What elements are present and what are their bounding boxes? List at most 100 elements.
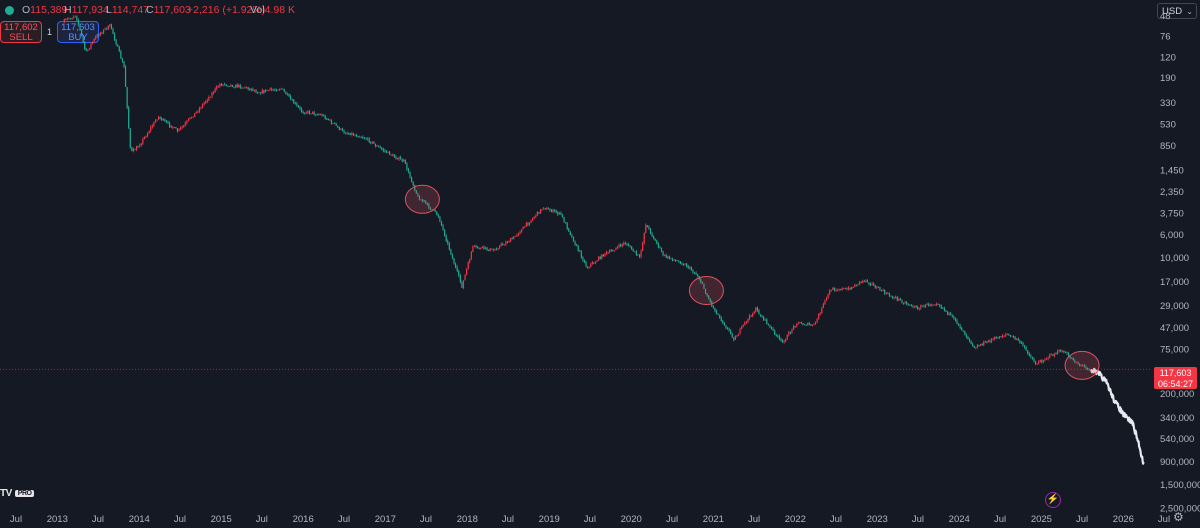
candle-body	[68, 18, 70, 20]
candle-body	[814, 322, 817, 325]
candle-body	[445, 235, 447, 241]
candle-body	[621, 244, 623, 247]
candle-body	[838, 289, 840, 291]
candle-body	[673, 259, 675, 261]
candle-body	[293, 99, 295, 104]
candle-body	[855, 284, 857, 286]
candle-body	[695, 272, 697, 275]
candle-body	[159, 117, 161, 119]
candle-body	[267, 90, 270, 92]
candle-body	[888, 293, 891, 296]
candle-body	[981, 344, 983, 346]
x-tick-label: Jul	[748, 514, 760, 525]
candle-body	[884, 290, 886, 294]
candle-body	[219, 84, 221, 87]
candle-body	[256, 91, 259, 93]
candle-body	[222, 84, 224, 86]
candle-body	[915, 306, 917, 308]
candle-body	[201, 104, 204, 108]
ohlc-low: L114,747	[106, 4, 150, 16]
candle-body	[590, 264, 592, 267]
y-tick-label: 17,000	[1160, 277, 1189, 288]
candle-body	[225, 85, 227, 86]
candle-body	[645, 225, 647, 234]
quantity-field[interactable]: 1	[47, 27, 53, 37]
candle-body	[678, 260, 680, 262]
candle-body	[519, 232, 521, 234]
candle-body	[261, 90, 263, 94]
candle-body	[359, 136, 361, 138]
candle-body	[466, 268, 468, 275]
candle-body	[808, 323, 810, 325]
candle-body	[868, 282, 870, 285]
candle-body	[607, 252, 609, 253]
candle-body	[93, 39, 95, 43]
candle-body	[756, 307, 758, 311]
candle-body	[1067, 353, 1070, 356]
candle-body	[599, 256, 601, 259]
flash-icon[interactable]: ⚡	[1045, 492, 1061, 508]
logo-text: TV	[0, 488, 12, 499]
currency-dropdown[interactable]: USD ⌄	[1157, 3, 1197, 19]
candle-body	[995, 337, 997, 339]
candle-body	[291, 98, 293, 100]
candle-body	[840, 289, 842, 291]
candle-body	[939, 304, 941, 306]
candle-body	[79, 24, 81, 31]
candle-body	[541, 209, 543, 211]
candle-body	[492, 249, 494, 250]
candle-body	[244, 87, 246, 89]
candle-body	[411, 177, 413, 183]
candle-body	[400, 157, 402, 159]
candle-body	[91, 42, 94, 45]
candle-body	[422, 199, 424, 202]
candle-body	[566, 223, 568, 229]
candle-body	[429, 208, 432, 210]
candle-body	[266, 90, 268, 91]
candle-body	[648, 226, 650, 229]
candle-body	[736, 335, 738, 337]
candle-body	[860, 282, 862, 284]
candle-body	[102, 29, 105, 34]
candle-body	[792, 326, 795, 330]
candle-body	[117, 44, 119, 47]
candle-body	[568, 228, 570, 232]
y-tick-label: 6,000	[1160, 230, 1184, 241]
candle-body	[546, 207, 548, 209]
buy-button[interactable]: 117,603 BUY	[57, 21, 99, 43]
candle-body	[890, 295, 892, 297]
candle-body	[596, 260, 598, 262]
candle-body	[959, 325, 961, 328]
candle-body	[271, 88, 273, 90]
candle-body	[469, 258, 471, 263]
candle-body	[514, 235, 516, 237]
candle-body	[294, 103, 296, 104]
candle-body	[150, 127, 152, 131]
candle-body	[851, 287, 853, 290]
candle-body	[709, 299, 711, 302]
pro-badge: PRO	[14, 489, 35, 497]
candle-body	[591, 262, 593, 265]
candle-body	[508, 241, 510, 243]
candle-body	[289, 95, 292, 99]
candle-body	[1038, 361, 1040, 364]
candle-body	[148, 130, 150, 133]
candle-body	[807, 323, 809, 326]
candle-body	[1071, 357, 1073, 359]
candle-body	[389, 151, 391, 155]
tradingview-logo[interactable]: TV PRO	[0, 488, 35, 499]
candle-body	[651, 233, 653, 237]
candle-body	[146, 132, 149, 137]
settings-icon[interactable]: ⚙	[1173, 510, 1184, 524]
candle-body	[873, 283, 875, 285]
candle-body	[1000, 336, 1002, 338]
candle-body	[997, 337, 999, 339]
sell-button[interactable]: 117,602 SELL	[0, 21, 42, 43]
candle-body	[272, 89, 274, 91]
candle-body	[227, 85, 229, 87]
ohlc-close: C117,603	[146, 4, 191, 16]
candle-body	[326, 118, 328, 120]
candle-body	[1036, 363, 1038, 365]
candle-body	[899, 299, 902, 301]
